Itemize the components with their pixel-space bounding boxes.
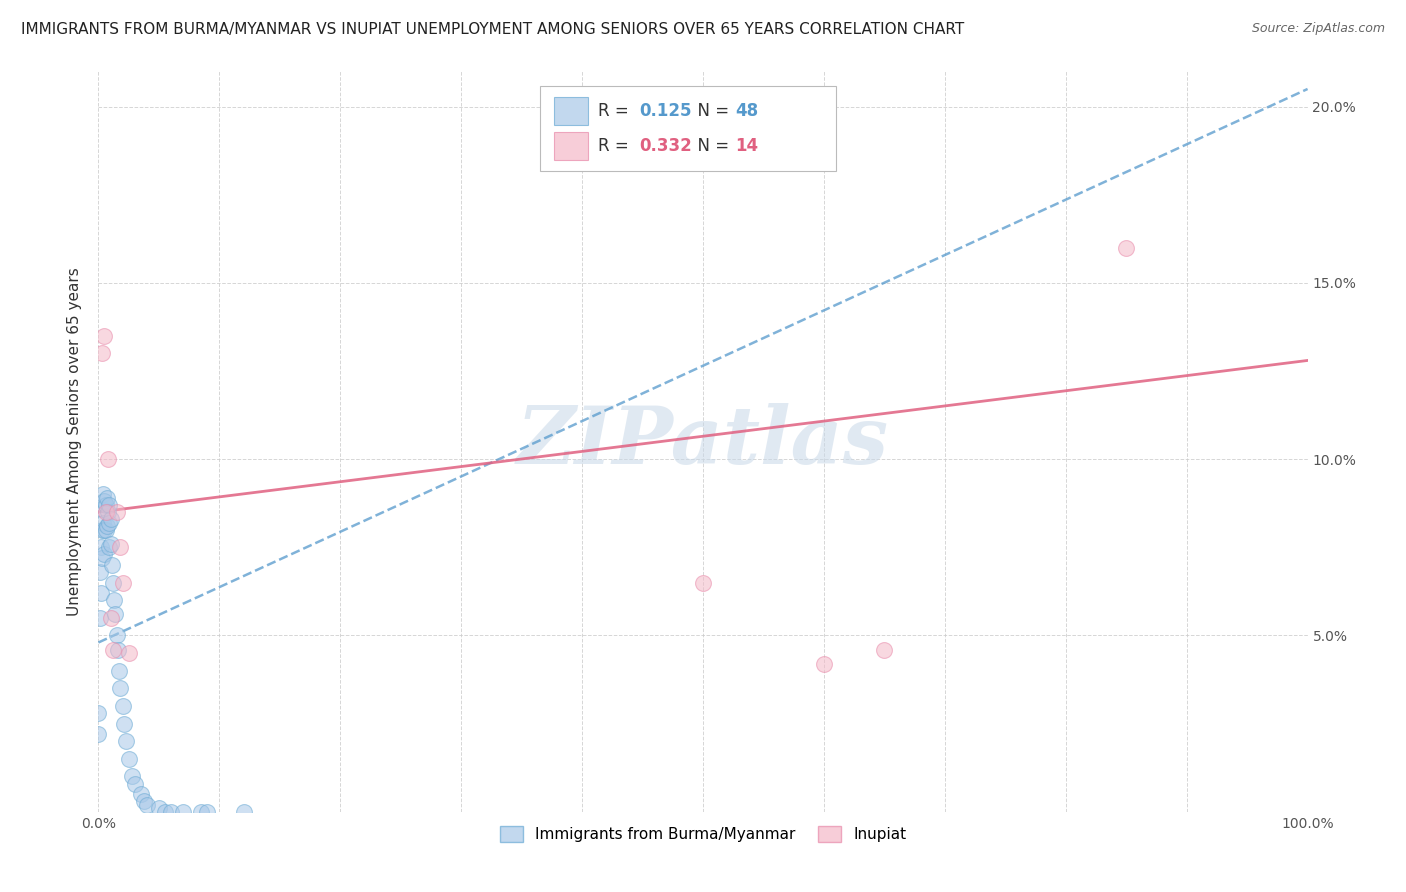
Point (101, 575, 124, 590)
Point (118, 646, 141, 660)
Point (96, 519, 118, 533)
FancyBboxPatch shape (554, 132, 588, 161)
Point (105, 505, 128, 519)
Text: 0.125: 0.125 (638, 102, 692, 120)
Point (190, 805, 212, 819)
Legend: Immigrants from Burma/Myanmar, Inupiat: Immigrants from Burma/Myanmar, Inupiat (494, 821, 912, 848)
Text: Source: ZipAtlas.com: Source: ZipAtlas.com (1251, 22, 1385, 36)
Point (100, 611, 122, 625)
Point (91, 487, 114, 501)
Text: 0.332: 0.332 (638, 137, 692, 155)
Point (108, 681, 131, 696)
Point (93, 523, 115, 537)
Point (107, 642, 129, 657)
Point (195, 805, 218, 819)
Point (91, 346, 114, 360)
Text: R =: R = (598, 137, 634, 155)
Point (100, 558, 122, 572)
Point (134, 794, 156, 808)
Point (103, 593, 125, 607)
Point (115, 734, 138, 748)
Point (91, 523, 114, 537)
Point (97, 505, 120, 519)
Point (90, 541, 112, 555)
Point (813, 657, 835, 671)
Text: R =: R = (598, 102, 634, 120)
Text: N =: N = (688, 137, 735, 155)
Point (94, 505, 117, 519)
Point (97, 452, 120, 467)
Point (148, 801, 170, 815)
Point (87, 727, 110, 741)
Point (124, 776, 146, 790)
Point (112, 716, 135, 731)
Point (101, 642, 124, 657)
Point (93, 328, 115, 343)
Point (89, 611, 111, 625)
Point (160, 805, 183, 819)
Point (135, 797, 157, 812)
Point (172, 805, 194, 819)
Point (873, 642, 896, 657)
Point (692, 575, 714, 590)
Point (91, 516, 114, 530)
Point (90, 586, 112, 600)
Point (153, 805, 176, 819)
Point (100, 537, 122, 551)
Point (108, 664, 131, 678)
Point (121, 769, 143, 783)
Point (96, 491, 118, 505)
Text: 48: 48 (735, 102, 759, 120)
Point (104, 607, 127, 622)
Text: 14: 14 (735, 137, 759, 155)
Text: N =: N = (688, 102, 735, 120)
Point (98, 498, 121, 512)
Point (93, 494, 115, 508)
Point (89, 565, 111, 579)
Point (108, 541, 131, 555)
Point (105, 628, 128, 642)
Text: ZIPatlas: ZIPatlas (517, 403, 889, 480)
Y-axis label: Unemployment Among Seniors over 65 years: Unemployment Among Seniors over 65 years (67, 268, 83, 615)
Point (98, 516, 121, 530)
Point (87, 706, 110, 720)
Point (91, 550, 114, 565)
Point (118, 752, 141, 766)
Point (1115, 241, 1137, 255)
Point (94, 498, 117, 512)
Point (111, 698, 134, 713)
FancyBboxPatch shape (540, 87, 837, 171)
Point (111, 575, 134, 590)
Point (100, 512, 122, 526)
Text: IMMIGRANTS FROM BURMA/MYANMAR VS INUPIAT UNEMPLOYMENT AMONG SENIORS OVER 65 YEAR: IMMIGRANTS FROM BURMA/MYANMAR VS INUPIAT… (21, 22, 965, 37)
FancyBboxPatch shape (554, 97, 588, 126)
Point (129, 787, 152, 801)
Point (98, 541, 121, 555)
Point (232, 805, 254, 819)
Point (94, 523, 117, 537)
Point (93, 547, 115, 561)
Point (91, 501, 114, 516)
